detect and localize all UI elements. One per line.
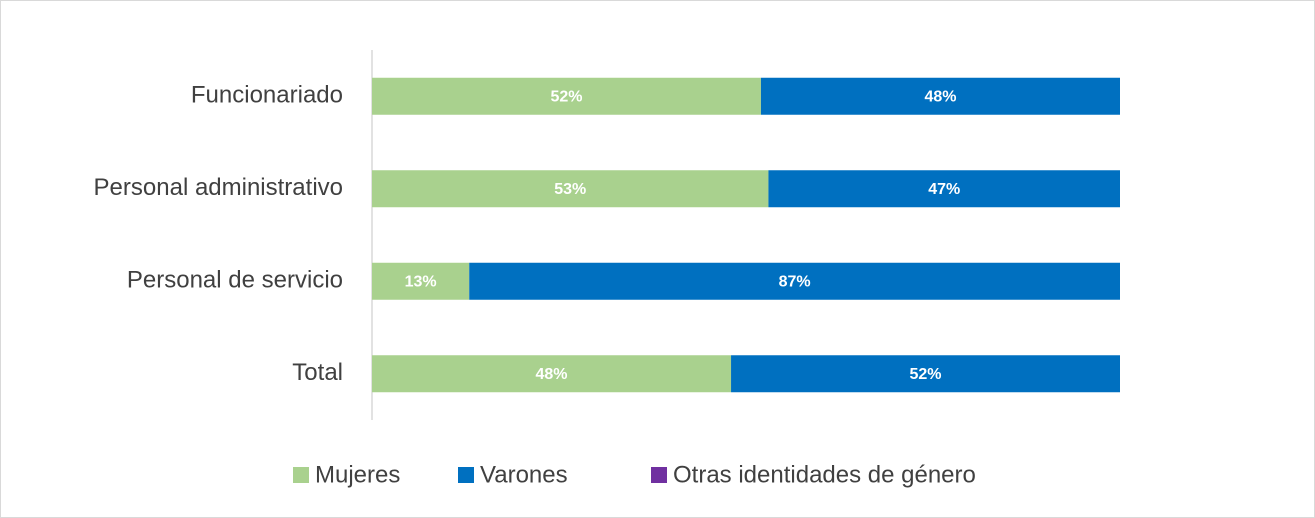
data-label: 87%: [779, 273, 811, 290]
bar-segment: [372, 355, 732, 393]
category-label: Total: [292, 359, 343, 386]
category-label: Funcionariado: [191, 82, 343, 109]
category-label: Personal de servicio: [127, 267, 343, 294]
data-label: 48%: [536, 366, 568, 383]
bar-segment: [372, 262, 470, 300]
bar-segment: [372, 77, 761, 115]
bar-segment: [469, 262, 1120, 300]
category-label: Personal administrativo: [94, 174, 343, 201]
legend-swatch: [458, 467, 474, 483]
legend-swatch: [293, 467, 309, 483]
bar-segment: [760, 77, 1120, 115]
bar-segment: [372, 170, 769, 208]
data-label: 52%: [910, 366, 942, 383]
legend-label: Mujeres: [315, 461, 400, 488]
data-label: 47%: [928, 181, 960, 198]
bar-segment: [731, 355, 1120, 393]
data-label: 48%: [924, 88, 956, 105]
data-label: 13%: [405, 273, 437, 290]
legend-label: Otras identidades de género: [673, 461, 976, 488]
bar-segment: [768, 170, 1120, 208]
data-label: 53%: [554, 181, 586, 198]
legend-label: Varones: [480, 461, 568, 488]
legend-swatch: [651, 467, 667, 483]
data-label: 52%: [550, 88, 582, 105]
